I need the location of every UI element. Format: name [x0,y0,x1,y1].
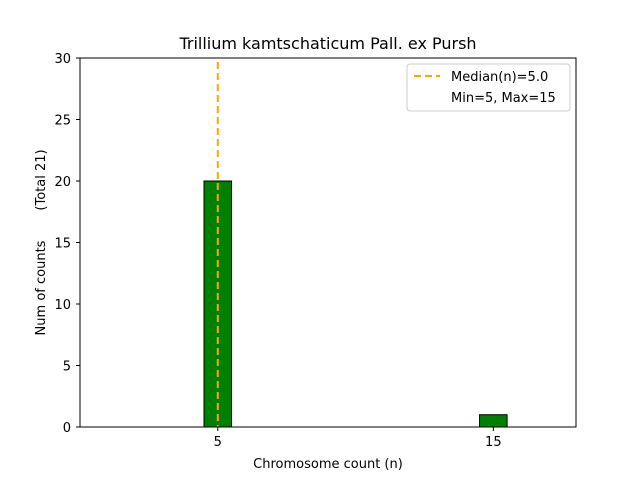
legend-box [406,63,571,112]
x-tick-label-5: 5 [214,435,222,450]
x-tick-label-15: 15 [485,435,502,450]
bars-group [203,180,508,428]
y-tick-label-20: 20 [54,175,71,190]
y-tick-label-0: 0 [63,421,71,436]
legend-entry-minmax: Min=5, Max=15 [451,91,556,106]
legend-entry-median: Median(n)=5.0 [451,70,548,85]
x-axis-ticks: 5 15 [214,427,502,450]
y-axis-label: Num of counts [34,240,49,335]
x-axis-label: Chromosome count (n) [253,457,403,472]
y-tick-label-5: 5 [63,360,71,375]
plot-frame [79,57,577,428]
y-tick-label-30: 30 [54,52,71,67]
y-tick-label-10: 10 [54,298,71,313]
chart-title: Trillium kamtschaticum Pall. ex Pursh [178,34,476,53]
bar-15 [479,414,508,428]
legend: Median(n)=5.0 Min=5, Max=15 [406,63,571,112]
y-axis-total-label: (Total 21) [34,149,49,210]
y-tick-label-25: 25 [54,114,71,129]
y-tick-label-15: 15 [54,237,71,252]
y-axis-ticks: 0 5 10 15 20 25 30 [54,52,80,436]
